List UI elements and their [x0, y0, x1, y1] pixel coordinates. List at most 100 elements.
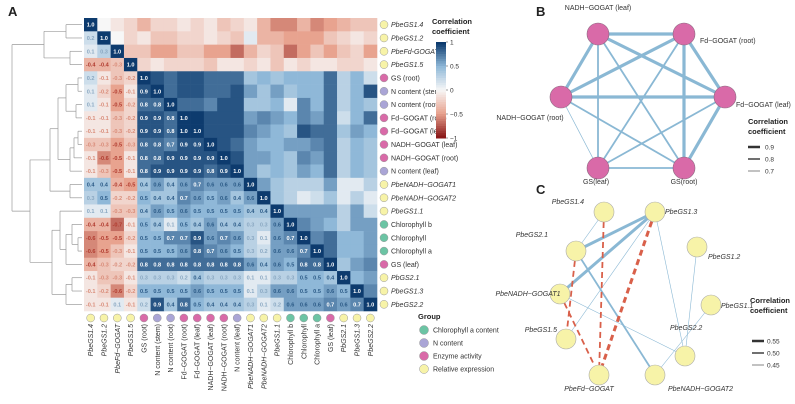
- heatmap-cell-label: -0.3: [126, 209, 136, 215]
- row-label: Chlorophyll b: [391, 222, 432, 229]
- heatmap-cell-label: -0.1: [126, 276, 136, 282]
- network-b-node-label: GS(leaf): [583, 179, 609, 186]
- heatmap-cell: [323, 111, 338, 125]
- heatmap-cell-label: 0.7: [300, 249, 308, 255]
- heatmap-cell: [177, 111, 191, 125]
- network-c-edge: [565, 211, 656, 340]
- heatmap-cell-label: 0.6: [207, 222, 215, 228]
- heatmap-cell-label: 0.2: [273, 302, 281, 308]
- heatmap-cell: [257, 191, 271, 205]
- heatmap-cell: [203, 44, 218, 59]
- heatmap-cell-label: -0.3: [99, 262, 109, 268]
- heatmap-cell: [283, 18, 298, 32]
- heatmap-cell: [203, 244, 218, 259]
- heatmap-cell: [350, 204, 364, 219]
- network-b-node: [549, 85, 573, 109]
- heatmap-cell: [310, 84, 325, 99]
- heatmap-cell: [310, 244, 325, 259]
- heatmap-cell-label: 0.8: [193, 262, 201, 268]
- network-c-node-label: PbeGS1.1: [721, 303, 753, 310]
- heatmap-cell: [190, 284, 205, 298]
- heatmap-cell: [110, 217, 125, 232]
- heatmap-cell: [110, 44, 125, 59]
- heatmap-cell: [84, 57, 98, 72]
- colorbar-step: [436, 111, 446, 115]
- colorbar-step: [436, 94, 446, 98]
- heatmap-cell-label: 1.0: [340, 276, 348, 282]
- heatmap-cell-label: -0.4: [86, 63, 97, 69]
- heatmap-cell: [177, 97, 191, 112]
- heatmap-cell-label: 0.6: [273, 236, 281, 242]
- heatmap-cell: [270, 164, 285, 179]
- heatmap-cell: [310, 31, 325, 45]
- heatmap-cell: [270, 244, 285, 259]
- heatmap-cell: [137, 244, 151, 259]
- heatmap-cell: [97, 18, 111, 32]
- heatmap-cell-label: 0.5: [220, 209, 228, 215]
- heatmap-cell: [310, 177, 325, 192]
- heatmap-cell: [203, 18, 218, 32]
- heatmap-cell-label: 0.5: [140, 222, 148, 228]
- colorbar-step: [436, 104, 446, 108]
- heatmap-cell: [123, 217, 138, 232]
- heatmap-cell: [97, 191, 111, 205]
- heatmap-cell: [230, 151, 245, 165]
- heatmap-cell-label: 0.6: [180, 182, 188, 188]
- heatmap-cell-label: -0.2: [126, 129, 136, 135]
- heatmap-cell-label: 0.8: [140, 103, 148, 109]
- heatmap-cell: [217, 244, 231, 259]
- heatmap-cell-label: 1.0: [140, 76, 148, 82]
- heatmap-cell: [150, 137, 165, 152]
- group-legend-label: Enzyme activity: [433, 354, 482, 361]
- heatmap-cell: [310, 18, 325, 32]
- heatmap-cell: [243, 97, 258, 112]
- heatmap-cell: [137, 44, 151, 59]
- heatmap-cell: [270, 297, 285, 312]
- heatmap-cell: [150, 284, 165, 298]
- heatmap-cell: [123, 271, 138, 285]
- heatmap-cell: [177, 44, 191, 59]
- colorbar-step: [436, 99, 446, 103]
- group-legend-swatch: [419, 338, 429, 348]
- group-legend-title: Group: [418, 312, 441, 321]
- col-label: PbeGS1.5: [128, 324, 135, 356]
- network-b-node-label: Fd−GOGAT (root): [700, 38, 756, 45]
- colorbar-step: [436, 58, 446, 62]
- heatmap-cell: [243, 244, 258, 259]
- heatmap-cell: [177, 57, 191, 72]
- colorbar-title-line1: Correlation: [432, 17, 472, 26]
- colorbar-step: [436, 106, 446, 110]
- colorbar: Correlation coefficient 1 0.5 0 −0.5 −1: [432, 17, 472, 143]
- heatmap-cell: [323, 177, 338, 192]
- network-c-node: [674, 345, 696, 367]
- heatmap-cell-label: 0.4: [207, 302, 216, 308]
- heatmap-row-labels: PbeGS1.4 PbeGS1.2 PbeFd-GOGAT PbeGS1.5 GS (r…: [379, 20, 458, 309]
- heatmap-cell: [337, 111, 351, 125]
- heatmap-cell: [350, 57, 364, 72]
- heatmap-cell: [123, 151, 138, 165]
- heatmap-cell-label: -0.4: [86, 262, 97, 268]
- heatmap-cell: [350, 217, 364, 232]
- heatmap-cell-label: 0.9: [193, 236, 201, 242]
- colorbar-tick-label: −0.5: [450, 112, 463, 119]
- heatmap-cell-label: -0.4: [99, 63, 110, 69]
- col-group-dot: [113, 313, 122, 323]
- heatmap-cell: [350, 18, 364, 32]
- heatmap-cell: [150, 31, 165, 45]
- heatmap-cell: [230, 297, 245, 312]
- heatmap-cell: [217, 284, 231, 298]
- heatmap-cell: [257, 84, 271, 99]
- heatmap-cell-label: 0.8: [180, 302, 188, 308]
- heatmap-cell: [230, 57, 245, 72]
- colorbar-tick-label: 0.5: [450, 64, 459, 71]
- heatmap-cell-label: 0.2: [180, 276, 188, 282]
- heatmap-cell-label: 1.0: [153, 89, 161, 95]
- heatmap-cell: [97, 44, 111, 59]
- heatmap-cell-label: 0.6: [207, 236, 215, 242]
- heatmap-cell-label: 0.5: [233, 249, 241, 255]
- network-c-edge: [597, 211, 657, 376]
- heatmap-cell-label: 1.0: [113, 49, 121, 55]
- heatmap-cell: [150, 271, 165, 285]
- heatmap-cell: [190, 177, 205, 192]
- heatmap-cell: [110, 297, 125, 312]
